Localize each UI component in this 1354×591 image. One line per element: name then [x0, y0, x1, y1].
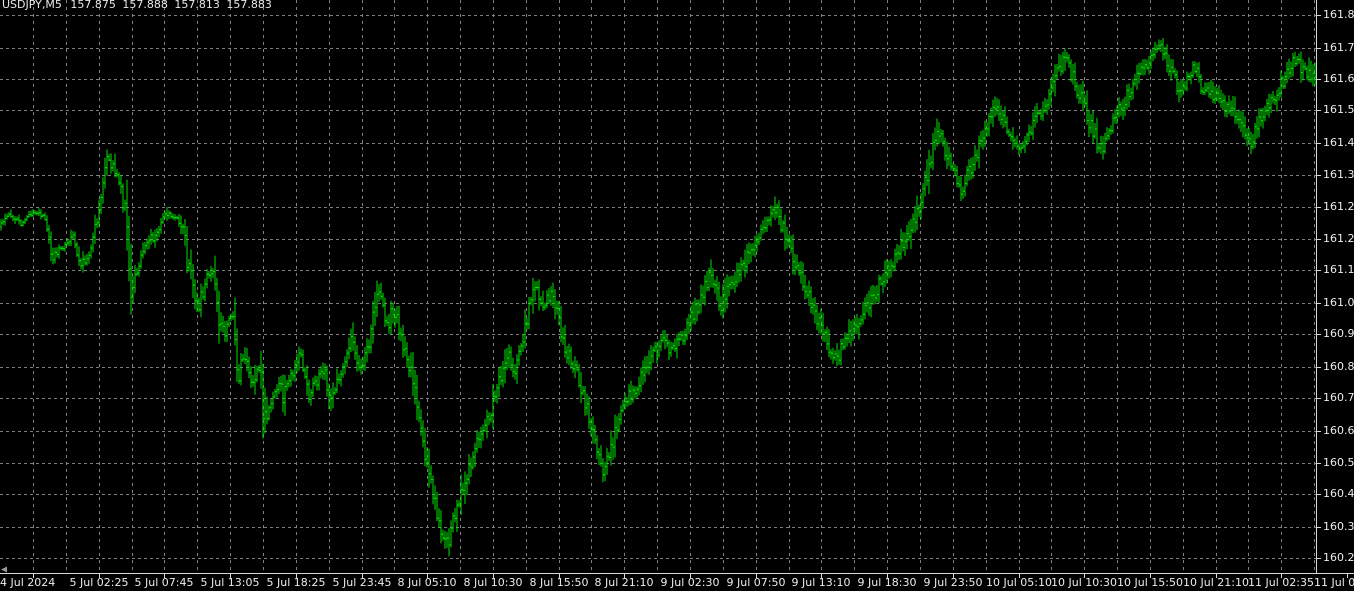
time-tick [1347, 574, 1348, 578]
close-value: 157.883 [226, 0, 272, 11]
time-tick [99, 574, 100, 578]
time-scale-label: 9 Jul 13:10 [791, 576, 851, 589]
time-tick [296, 574, 297, 578]
price-scale-label: 160.715 [1323, 391, 1354, 404]
price-tick [1317, 367, 1321, 368]
price-bars-series [0, 37, 1316, 557]
time-scale-label: 4 Jul 2024 [0, 576, 56, 589]
price-scale-label: 161.200 [1323, 232, 1354, 245]
time-scale-label: 8 Jul 10:30 [463, 576, 523, 589]
time-tick [362, 574, 363, 578]
time-tick [953, 574, 954, 578]
time-tick [1281, 574, 1282, 578]
time-scale-label: 11 Jul 07:55 [1314, 576, 1354, 589]
time-tick [427, 574, 428, 578]
open-value: 157.875 [70, 0, 116, 11]
price-scale-label: 161.105 [1323, 263, 1354, 276]
time-tick [690, 574, 691, 578]
time-scale-label: 9 Jul 23:50 [923, 576, 983, 589]
price-scale-axis[interactable]: 161.880 161.780 161.685 161.590 161.490 161.3… [1316, 0, 1354, 573]
time-scale-label: 10 Jul 10:30 [1051, 576, 1117, 589]
price-tick [1317, 239, 1321, 240]
time-tick [821, 574, 822, 578]
time-tick [33, 574, 34, 578]
price-tick [1317, 334, 1321, 335]
price-tick [1317, 398, 1321, 399]
time-scale-label: 5 Jul 23:45 [332, 576, 392, 589]
price-tick [1317, 15, 1321, 16]
time-scale-label: 9 Jul 02:30 [660, 576, 720, 589]
high-value: 157.888 [122, 0, 168, 11]
price-tick [1317, 143, 1321, 144]
time-scale-label: 5 Jul 13:05 [200, 576, 260, 589]
time-tick [756, 574, 757, 578]
price-tick [1317, 48, 1321, 49]
chart-plot-area[interactable] [0, 0, 1316, 573]
price-tick [1317, 303, 1321, 304]
time-scale-label: 8 Jul 15:50 [529, 576, 589, 589]
price-tick [1317, 527, 1321, 528]
price-tick [1317, 463, 1321, 464]
price-scale-label: 161.685 [1323, 72, 1354, 85]
price-tick [1317, 207, 1321, 208]
time-tick [624, 574, 625, 578]
time-tick [887, 574, 888, 578]
time-tick [493, 574, 494, 578]
price-tick [1317, 558, 1321, 559]
time-tick [1084, 574, 1085, 578]
time-tick [559, 574, 560, 578]
low-value: 157.813 [174, 0, 220, 11]
price-tick [1317, 79, 1321, 80]
time-scale-label: 10 Jul 05:10 [986, 576, 1052, 589]
time-scale-label: 8 Jul 05:10 [397, 576, 457, 589]
time-scale-label: 5 Jul 02:25 [69, 576, 129, 589]
time-scale-label: 9 Jul 07:50 [726, 576, 786, 589]
time-scale-label: 8 Jul 21:10 [594, 576, 654, 589]
time-scale-label: 10 Jul 21:10 [1183, 576, 1249, 589]
symbol-ohlc-header: USDJPY,M5 157.875 157.888 157.813 157.88… [2, 0, 275, 11]
time-scale-label: 10 Jul 15:50 [1117, 576, 1183, 589]
price-scale-label: 160.910 [1323, 327, 1354, 340]
price-tick [1317, 431, 1321, 432]
scroll-left-arrow-icon[interactable] [1, 566, 8, 573]
price-scale-label: 160.520 [1323, 456, 1354, 469]
price-scale-label: 161.005 [1323, 296, 1354, 309]
price-tick [1317, 175, 1321, 176]
price-scale-label: 160.615 [1323, 424, 1354, 437]
time-tick [1150, 574, 1151, 578]
price-scale-label: 160.425 [1323, 487, 1354, 500]
time-scale-label: 9 Jul 18:30 [857, 576, 917, 589]
price-scale-label: 161.395 [1323, 168, 1354, 181]
price-scale-label: 160.230 [1323, 551, 1354, 564]
time-scale-label: 11 Jul 02:35 [1248, 576, 1314, 589]
time-scale-label: 5 Jul 18:25 [266, 576, 326, 589]
time-tick [164, 574, 165, 578]
time-scale-label: 5 Jul 07:45 [134, 576, 194, 589]
time-scale-axis[interactable]: 4 Jul 2024 5 Jul 02:25 5 Jul 07:45 5 Jul 13… [0, 573, 1354, 591]
time-tick [1019, 574, 1020, 578]
price-scale-label: 160.810 [1323, 360, 1354, 373]
price-tick [1317, 270, 1321, 271]
price-tick [1317, 110, 1321, 111]
price-scale-label: 161.295 [1323, 200, 1354, 213]
price-scale-label: 161.880 [1323, 8, 1354, 21]
price-scale-label: 160.325 [1323, 520, 1354, 533]
symbol-period-label: USDJPY,M5 [2, 0, 62, 11]
price-tick [1317, 494, 1321, 495]
price-scale-label: 161.590 [1323, 103, 1354, 116]
price-scale-label: 161.780 [1323, 41, 1354, 54]
time-tick [1216, 574, 1217, 578]
price-scale-label: 161.490 [1323, 136, 1354, 149]
time-tick [230, 574, 231, 578]
